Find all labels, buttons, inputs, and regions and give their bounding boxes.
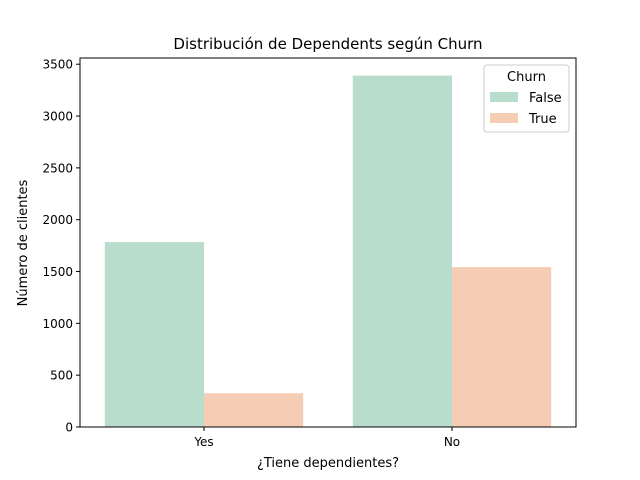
y-axis: 0 500 1000 1500 2000 2500 3000 3500 [42, 58, 80, 435]
x-axis-label: ¿Tiene dependientes? [257, 456, 399, 471]
legend-label-false: False [529, 91, 562, 106]
y-tick-label: 500 [50, 369, 73, 383]
y-tick-label: 3500 [42, 58, 73, 72]
legend-label-true: True [528, 112, 557, 127]
y-tick-label: 2000 [42, 213, 73, 227]
x-tick-label: No [444, 435, 460, 449]
legend: Churn False True [483, 64, 570, 133]
plot-frame [79, 57, 577, 428]
bar-yes-true [204, 393, 304, 427]
legend-title: Churn [507, 70, 546, 85]
chart-title: Distribución de Dependents según Churn [173, 35, 482, 53]
y-tick-label: 1500 [42, 265, 73, 279]
x-axis: Yes No [193, 427, 460, 449]
bar-no-false [352, 75, 452, 427]
bar-no-true [452, 267, 552, 427]
bar-yes-false [104, 242, 204, 427]
y-tick-label: 3000 [42, 110, 73, 124]
y-tick-label: 0 [65, 421, 73, 435]
bars [104, 75, 552, 427]
legend-swatch-true [490, 113, 518, 123]
x-tick-label: Yes [193, 435, 213, 449]
legend-swatch-false [490, 92, 518, 102]
y-axis-label: Número de clientes [16, 179, 31, 306]
y-tick-label: 2500 [42, 161, 73, 175]
y-tick-label: 1000 [42, 317, 73, 331]
